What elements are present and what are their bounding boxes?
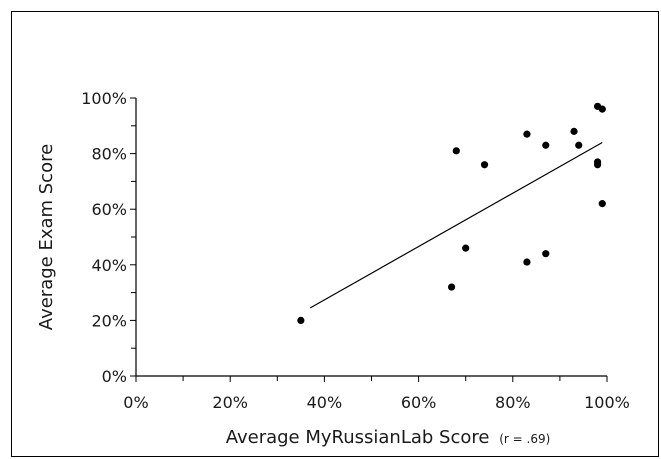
y-tick-label: 20%	[91, 311, 127, 330]
data-point	[542, 250, 550, 258]
x-tick-label: 100%	[584, 393, 630, 412]
y-tick-label: 100%	[81, 89, 127, 108]
y-axis-title: Average Exam Score	[36, 144, 57, 330]
x-tick-label: 20%	[212, 393, 248, 412]
data-point	[593, 161, 602, 169]
data-point	[523, 130, 531, 138]
y-tick-label: 60%	[91, 200, 127, 219]
data-points	[297, 102, 606, 324]
data-point	[447, 283, 456, 291]
x-tick-label: 80%	[495, 393, 531, 412]
data-point	[523, 258, 531, 266]
data-point	[575, 141, 583, 149]
y-tick-label: 40%	[91, 256, 127, 275]
x-tick-label: 40%	[307, 393, 343, 412]
data-point	[598, 105, 606, 113]
x-tick-label: 0%	[123, 393, 148, 412]
data-point	[598, 200, 606, 208]
y-tick-label: 0%	[102, 367, 127, 386]
data-point	[570, 127, 578, 135]
y-tick-label: 80%	[91, 145, 127, 164]
x-tick-label: 60%	[401, 393, 437, 412]
data-point	[297, 316, 305, 324]
trend-line	[309, 141, 603, 309]
x-axis-title: Average MyRussianLab Score	[226, 427, 490, 448]
data-point	[462, 244, 470, 252]
data-point	[480, 161, 489, 169]
data-point	[542, 141, 550, 149]
x-axis-title-group: Average MyRussianLab Score (r = .69)	[226, 427, 551, 448]
correlation-note: (r = .69)	[499, 432, 550, 446]
data-point	[452, 147, 460, 155]
chart-frame	[11, 11, 659, 457]
axis-ticks	[130, 97, 608, 382]
tick-labels: 0% 20% 40% 60% 80% 100% 0% 20% 40% 60% 80% 100%	[81, 89, 630, 412]
axes	[135, 98, 607, 377]
